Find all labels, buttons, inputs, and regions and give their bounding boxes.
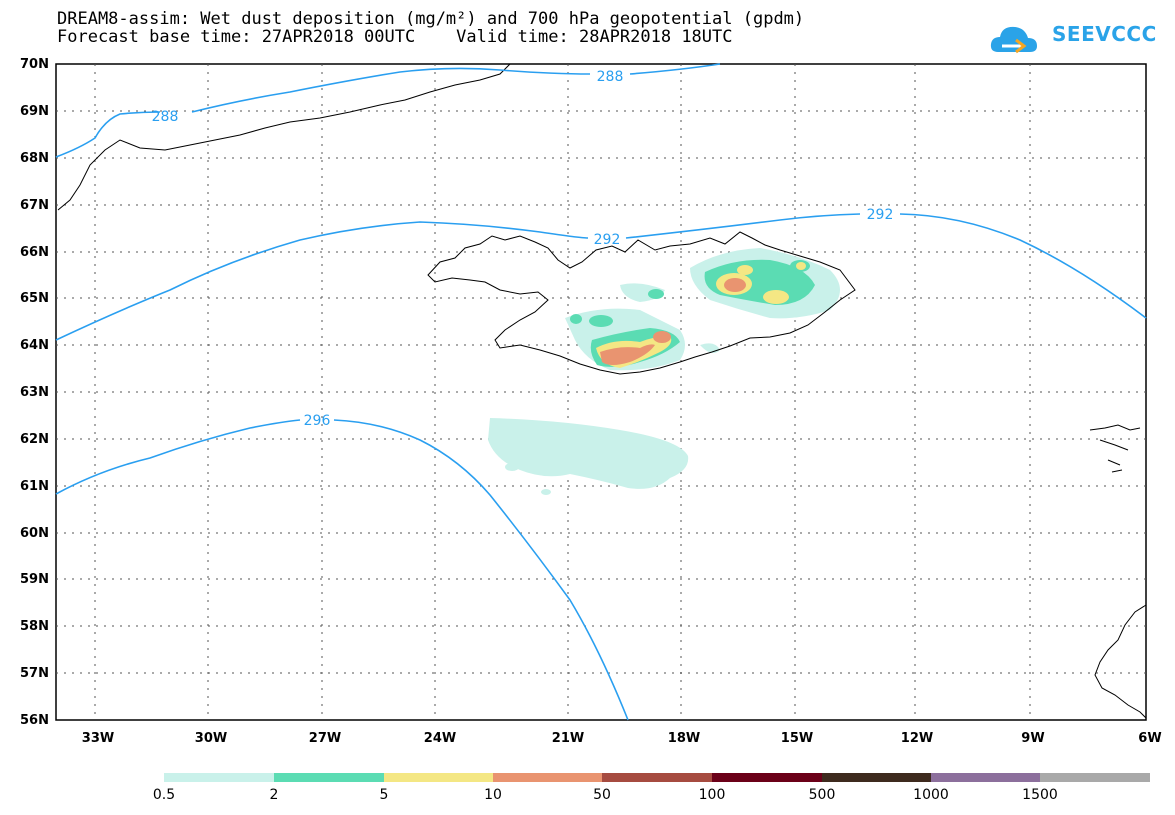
legend-swatch [822, 773, 931, 782]
lon-label: 30W [194, 731, 228, 746]
legend-swatch [1040, 773, 1150, 782]
lat-label: 62N [20, 432, 49, 447]
lat-label: 61N [20, 479, 49, 494]
legend-label: 5 [379, 787, 389, 803]
lat-label: 56N [20, 713, 49, 728]
logo-text: SEEVCCC [1052, 22, 1157, 46]
legend-label: 1500 [1022, 787, 1058, 803]
legend-label: 2 [269, 787, 279, 803]
legend-swatch [274, 773, 384, 782]
legend-swatch [493, 773, 602, 782]
graticule [56, 64, 1146, 720]
lon-label: 18W [667, 731, 701, 746]
legend-label: 50 [593, 787, 611, 803]
lat-label: 69N [20, 104, 49, 119]
lat-label: 70N [20, 57, 49, 72]
lat-label: 57N [20, 666, 49, 681]
legend-label: 1000 [913, 787, 949, 803]
contour-label: 288 [597, 69, 624, 85]
contour-label: 288 [152, 109, 179, 125]
legend-swatch [602, 773, 712, 782]
legend-swatch [931, 773, 1040, 782]
legend-label: 0.5 [152, 787, 176, 803]
geopotential-contours [55, 63, 1147, 721]
legend-swatch [384, 773, 493, 782]
lat-label: 60N [20, 526, 49, 541]
legend-label: 100 [698, 787, 726, 803]
coastline [57, 63, 1147, 719]
cloud-logo-icon [990, 26, 1037, 54]
lon-label: 15W [780, 731, 814, 746]
lon-label: 33W [81, 731, 115, 746]
legend-swatch [164, 773, 274, 782]
lat-label: 64N [20, 338, 49, 353]
lon-label: 27W [308, 731, 342, 746]
lat-label: 58N [20, 619, 49, 634]
lat-label: 66N [20, 245, 49, 260]
lat-label: 68N [20, 151, 49, 166]
lon-label: 12W [900, 731, 934, 746]
lat-label: 65N [20, 291, 49, 306]
lon-label: 21W [551, 731, 585, 746]
lon-label: 24W [423, 731, 457, 746]
lat-label: 67N [20, 198, 49, 213]
legend-label: 500 [808, 787, 836, 803]
map-title-line2: Forecast base time: 27APR2018 00UTC Vali… [57, 27, 733, 47]
lat-label: 63N [20, 385, 49, 400]
contour-label: 296 [304, 413, 331, 429]
lon-label: 9W [1021, 731, 1045, 746]
map-title-line1: DREAM8-assim: Wet dust deposition (mg/m²… [57, 9, 805, 29]
legend-swatch [712, 773, 822, 782]
contour-label: 292 [867, 207, 894, 223]
contour-label: 292 [594, 232, 621, 248]
lon-label: 6W [1138, 731, 1162, 746]
legend-label: 10 [484, 787, 502, 803]
lat-label: 59N [20, 572, 49, 587]
dust-deposition-field [488, 248, 840, 495]
